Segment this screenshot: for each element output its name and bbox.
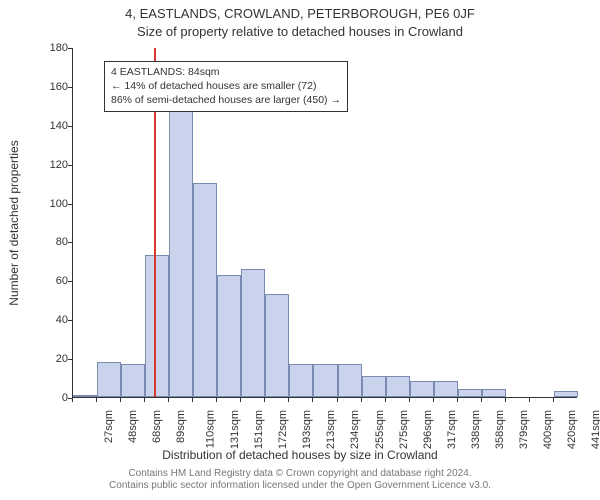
x-tick-label: 89sqm xyxy=(175,410,187,443)
y-tick-label: 160 xyxy=(38,81,68,93)
y-tick-label: 180 xyxy=(38,42,68,54)
histogram-bar xyxy=(482,389,506,397)
x-tick-label: 172sqm xyxy=(277,410,289,449)
x-tick xyxy=(72,398,73,402)
histogram-bar xyxy=(289,364,313,397)
footer-line: Contains public sector information licen… xyxy=(0,480,600,492)
histogram-bar xyxy=(217,275,241,398)
y-tick-label: 80 xyxy=(38,236,68,248)
annotation-box: 4 EASTLANDS: 84sqm ← 14% of detached hou… xyxy=(104,61,348,112)
y-tick-label: 140 xyxy=(38,120,68,132)
x-tick xyxy=(120,398,121,402)
chart-title: 4, EASTLANDS, CROWLAND, PETERBOROUGH, PE… xyxy=(0,6,600,21)
x-tick-label: 131sqm xyxy=(229,410,241,449)
histogram-bar xyxy=(386,376,410,397)
x-tick xyxy=(240,398,241,402)
x-tick xyxy=(337,398,338,402)
x-tick-label: 151sqm xyxy=(253,410,265,449)
x-tick xyxy=(168,398,169,402)
x-tick-label: 255sqm xyxy=(374,410,386,449)
histogram-bar xyxy=(338,364,362,397)
annotation-line: ← 14% of detached houses are smaller (72… xyxy=(111,79,341,93)
x-tick xyxy=(216,398,217,402)
x-axis-label: Distribution of detached houses by size … xyxy=(0,448,600,462)
histogram-bar xyxy=(145,255,169,397)
x-tick xyxy=(264,398,265,402)
footer: Contains HM Land Registry data © Crown c… xyxy=(0,468,600,492)
footer-line: Contains HM Land Registry data © Crown c… xyxy=(0,468,600,480)
histogram-bar xyxy=(193,183,217,397)
x-tick xyxy=(481,398,482,402)
y-axis-label: Number of detached properties xyxy=(7,140,21,305)
x-tick xyxy=(385,398,386,402)
y-tick-label: 0 xyxy=(38,392,68,404)
histogram-bar xyxy=(458,389,482,397)
x-tick-label: 193sqm xyxy=(302,410,314,449)
annotation-line: 4 EASTLANDS: 84sqm xyxy=(111,65,341,79)
x-tick xyxy=(409,398,410,402)
x-tick-label: 68sqm xyxy=(151,410,163,443)
y-tick-label: 60 xyxy=(38,275,68,287)
histogram-bar xyxy=(410,381,434,397)
y-tick-label: 120 xyxy=(38,159,68,171)
x-tick-label: 27sqm xyxy=(103,410,115,443)
x-tick-label: 110sqm xyxy=(205,410,217,448)
x-tick xyxy=(457,398,458,402)
x-tick-label: 400sqm xyxy=(542,410,554,449)
histogram-bar xyxy=(97,362,121,397)
x-tick-label: 48sqm xyxy=(127,410,139,443)
histogram-bar xyxy=(313,364,337,397)
y-tick-label: 20 xyxy=(38,353,68,365)
x-tick xyxy=(361,398,362,402)
histogram-bar xyxy=(73,395,97,397)
x-tick xyxy=(312,398,313,402)
x-tick-label: 234sqm xyxy=(350,410,362,449)
chart-container: 4, EASTLANDS, CROWLAND, PETERBOROUGH, PE… xyxy=(0,0,600,500)
histogram-bar xyxy=(362,376,386,397)
x-tick-label: 317sqm xyxy=(446,410,458,449)
x-tick-label: 420sqm xyxy=(566,410,578,449)
x-tick xyxy=(96,398,97,402)
chart-subtitle: Size of property relative to detached ho… xyxy=(0,24,600,39)
annotation-line: 86% of semi-detached houses are larger (… xyxy=(111,93,341,107)
x-tick-label: 213sqm xyxy=(326,410,338,449)
histogram-bar xyxy=(434,381,458,397)
x-tick-label: 338sqm xyxy=(470,410,482,449)
x-tick xyxy=(192,398,193,402)
x-tick xyxy=(529,398,530,402)
x-tick xyxy=(505,398,506,402)
histogram-bar xyxy=(169,105,193,397)
x-tick-label: 379sqm xyxy=(518,410,530,449)
histogram-bar xyxy=(241,269,265,397)
x-tick-label: 296sqm xyxy=(422,410,434,449)
histogram-bar xyxy=(121,364,145,397)
y-tick-label: 100 xyxy=(38,198,68,210)
histogram-bar xyxy=(554,391,578,397)
x-tick xyxy=(144,398,145,402)
histogram-bar xyxy=(265,294,289,397)
x-tick-label: 275sqm xyxy=(398,410,410,449)
y-tick-label: 40 xyxy=(38,314,68,326)
x-tick-label: 441sqm xyxy=(590,410,600,449)
x-tick-label: 358sqm xyxy=(494,410,506,449)
x-tick xyxy=(433,398,434,402)
x-tick xyxy=(553,398,554,402)
x-tick xyxy=(288,398,289,402)
